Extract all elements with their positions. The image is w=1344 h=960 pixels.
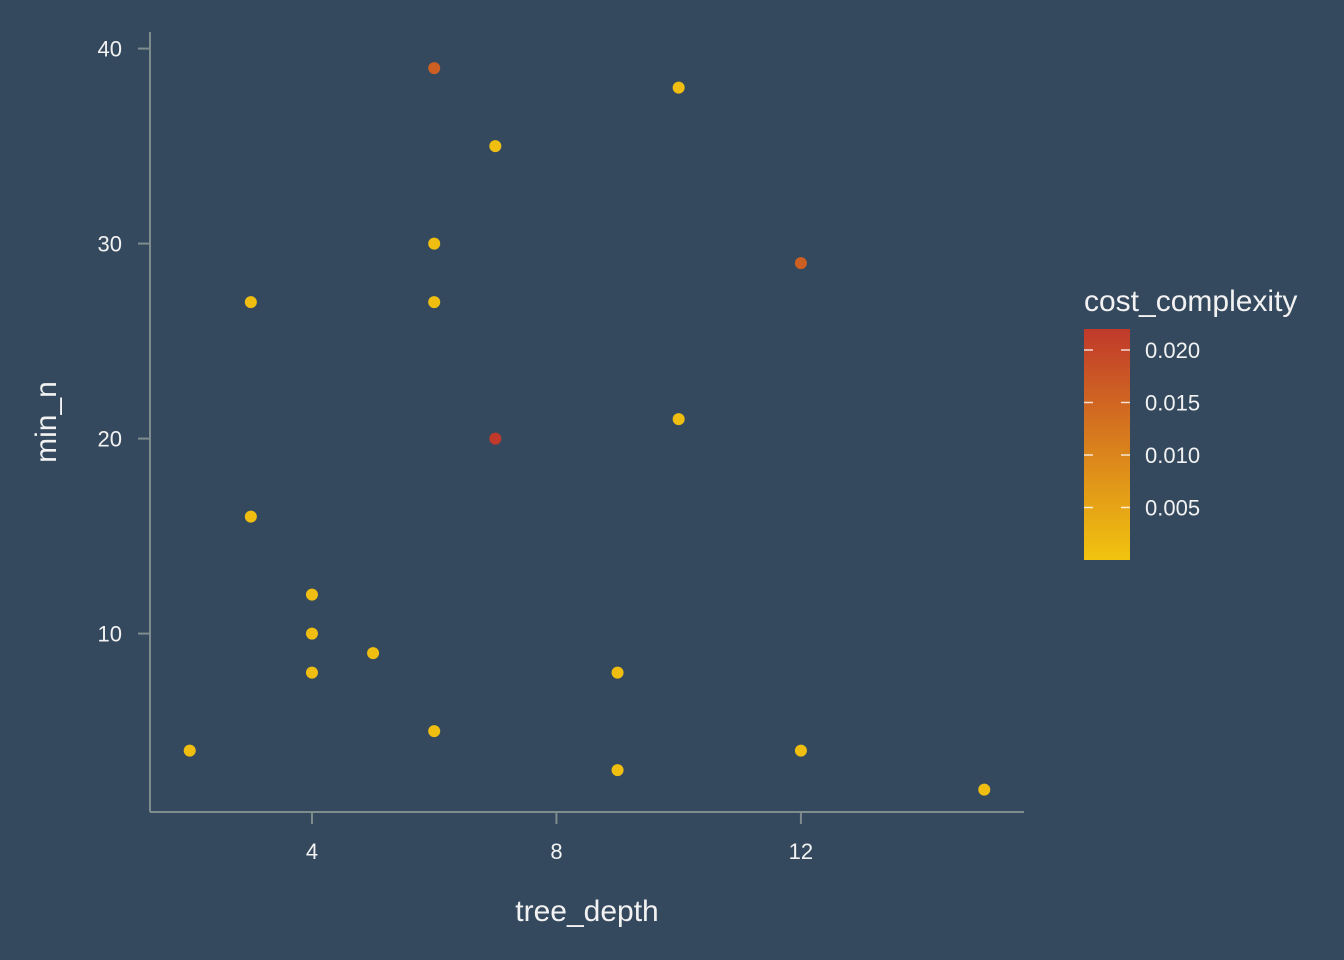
x-axis-title: tree_depth <box>515 895 658 928</box>
data-point <box>794 257 807 270</box>
y-tick-label: 10 <box>98 622 122 647</box>
data-point <box>978 783 991 796</box>
y-ticks: 10 20 30 40 <box>98 37 150 647</box>
data-point <box>244 510 257 523</box>
legend-tick-label: 0.020 <box>1145 338 1200 363</box>
data-point <box>305 588 318 601</box>
data-point <box>672 413 685 426</box>
y-tick-label: 20 <box>98 427 122 452</box>
y-tick-label: 40 <box>98 37 122 62</box>
x-tick-label: 12 <box>789 839 813 864</box>
legend-tick-label: 0.010 <box>1145 443 1200 468</box>
x-ticks: 4 8 12 <box>306 812 813 864</box>
data-point <box>367 647 380 660</box>
data-point <box>244 296 257 309</box>
data-point <box>305 666 318 679</box>
data-point <box>611 666 624 679</box>
data-point <box>611 764 624 777</box>
data-point <box>183 744 196 757</box>
data-point <box>428 725 441 738</box>
color-legend: cost_complexity 0.005 0.010 0.015 0.020 <box>1084 285 1297 560</box>
legend-colorbar <box>1084 329 1130 560</box>
data-point <box>305 627 318 640</box>
y-axis-title: min_n <box>30 381 63 463</box>
data-point <box>489 432 502 445</box>
data-point <box>428 237 441 250</box>
data-point <box>428 62 441 75</box>
axes: 4 8 12 10 20 30 40 <box>98 32 1024 864</box>
data-point <box>672 81 685 94</box>
legend-tick-label: 0.005 <box>1145 496 1200 521</box>
x-tick-label: 8 <box>550 839 562 864</box>
legend-tick-label: 0.015 <box>1145 391 1200 416</box>
legend-title: cost_complexity <box>1084 285 1297 318</box>
legend-ticks: 0.005 0.010 0.015 0.020 <box>1084 338 1200 521</box>
x-tick-label: 4 <box>306 839 318 864</box>
data-point <box>489 140 502 153</box>
y-tick-label: 30 <box>98 232 122 257</box>
data-point <box>794 744 807 757</box>
data-point <box>428 296 441 309</box>
data-points <box>183 62 991 796</box>
